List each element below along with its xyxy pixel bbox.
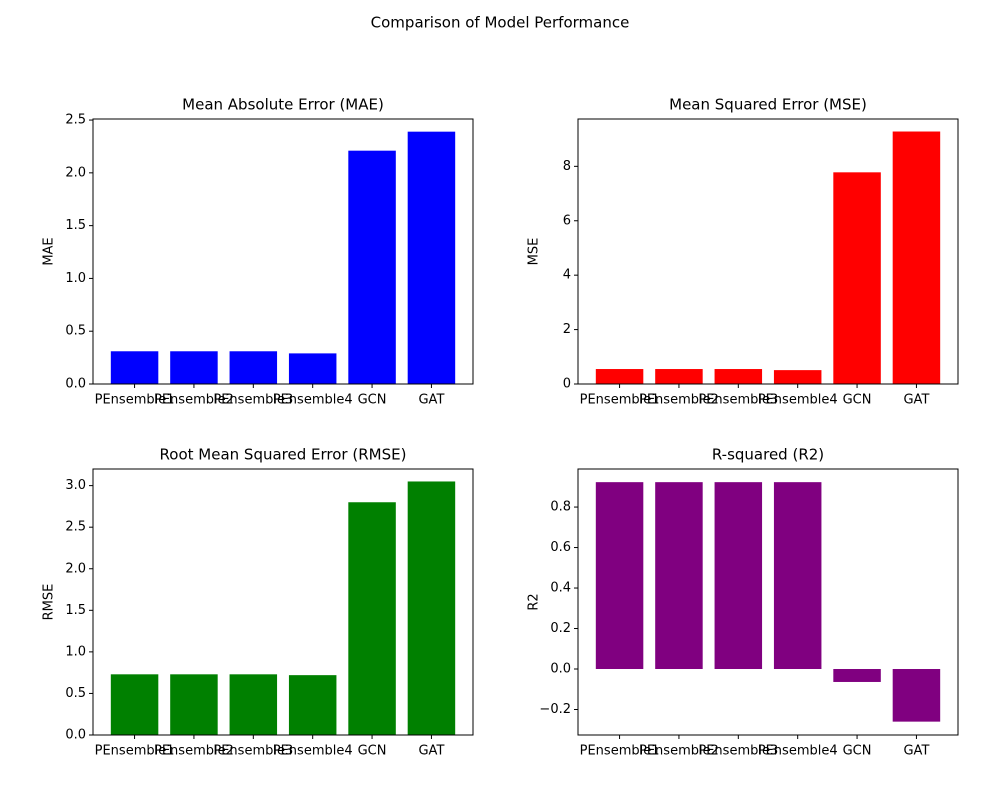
y-tick-label: 1.5	[65, 218, 86, 233]
y-tick-label: 0.5	[65, 324, 86, 339]
x-tick-label: GAT	[418, 393, 444, 408]
y-tick-label: 2.0	[65, 165, 86, 180]
bar	[288, 675, 337, 735]
x-tick-label: PEnsemble3	[698, 393, 778, 408]
bar	[595, 369, 644, 384]
bar	[110, 351, 159, 384]
y-tick-label: 0.0	[550, 662, 571, 677]
y-tick-label: 8	[563, 159, 571, 174]
y-tick-label: 1.5	[65, 603, 86, 618]
x-tick-label: GCN	[843, 393, 872, 408]
y-tick-label: 0.4	[550, 581, 571, 596]
subplot-title: Mean Squared Error (MSE)	[669, 96, 867, 114]
x-tick-label: PEnsemble4	[758, 393, 838, 408]
axes-frame	[92, 118, 474, 385]
x-tick-label: PEnsemble2	[639, 744, 719, 759]
bar	[892, 131, 941, 384]
bar	[773, 370, 822, 384]
y-tick-label: 0.8	[550, 500, 571, 515]
y-axis-label: MSE	[527, 238, 542, 266]
bar	[655, 482, 703, 670]
y-tick-label: 0.5	[65, 686, 86, 701]
x-tick-label: PEnsemble3	[213, 393, 293, 408]
x-tick-label: PEnsemble1	[95, 393, 175, 408]
bar	[348, 502, 396, 735]
x-tick-label: PEnsemble3	[213, 744, 293, 759]
y-tick-label: 0	[563, 377, 571, 392]
y-tick-label: 2	[563, 322, 571, 337]
bar	[833, 669, 881, 682]
axes-frame	[577, 468, 959, 736]
x-tick-label: PEnsemble4	[273, 393, 353, 408]
x-tick-label: GCN	[843, 744, 872, 759]
bar	[714, 369, 763, 384]
y-tick-label: 0.6	[550, 540, 571, 555]
bar	[407, 131, 456, 384]
y-tick-label: 1.0	[65, 644, 86, 659]
axes-frame	[92, 468, 474, 736]
bar	[714, 482, 763, 670]
y-tick-label: 6	[563, 213, 571, 228]
bar	[348, 150, 396, 384]
x-tick-label: GCN	[358, 744, 387, 759]
x-tick-label: PEnsemble4	[273, 744, 353, 759]
x-tick-label: PEnsemble1	[95, 744, 175, 759]
x-tick-label: PEnsemble2	[639, 393, 719, 408]
x-tick-label: GAT	[903, 744, 929, 759]
y-axis-label: RMSE	[42, 584, 57, 621]
bar	[833, 172, 881, 384]
x-tick-label: PEnsemble4	[758, 744, 838, 759]
y-tick-label: 4	[563, 268, 571, 283]
bar	[170, 351, 218, 384]
bar	[229, 351, 278, 384]
y-tick-label: 2.5	[65, 520, 86, 535]
x-tick-label: PEnsemble2	[154, 744, 234, 759]
y-tick-label: −0.2	[539, 702, 571, 717]
bar	[407, 481, 456, 735]
bar	[595, 482, 644, 670]
bar	[773, 482, 822, 670]
axes-frame	[577, 118, 959, 385]
x-tick-label: PEnsemble1	[580, 744, 660, 759]
bar	[288, 353, 337, 384]
y-tick-label: 2.5	[65, 113, 86, 128]
y-axis-label: MAE	[42, 237, 57, 265]
bar	[229, 674, 278, 735]
subplot-title: Root Mean Squared Error (RMSE)	[160, 446, 407, 464]
y-axis-label: R2	[527, 593, 542, 610]
bar	[655, 369, 703, 384]
figure-title: Comparison of Model Performance	[371, 14, 630, 32]
y-tick-label: 0.2	[550, 621, 571, 636]
x-tick-label: PEnsemble2	[154, 393, 234, 408]
y-tick-label: 0.0	[65, 377, 86, 392]
x-tick-label: GAT	[903, 393, 929, 408]
x-tick-label: GAT	[418, 744, 444, 759]
bar	[892, 669, 941, 722]
y-tick-label: 0.0	[65, 728, 86, 743]
x-tick-label: PEnsemble3	[698, 744, 778, 759]
y-tick-label: 1.0	[65, 271, 86, 286]
x-tick-label: PEnsemble1	[580, 393, 660, 408]
y-tick-label: 2.0	[65, 561, 86, 576]
subplot-title: Mean Absolute Error (MAE)	[182, 96, 384, 114]
bar	[170, 674, 218, 735]
bar	[110, 674, 159, 735]
y-tick-label: 3.0	[65, 478, 86, 493]
x-tick-label: GCN	[358, 393, 387, 408]
subplot-title: R-squared (R2)	[712, 446, 824, 464]
